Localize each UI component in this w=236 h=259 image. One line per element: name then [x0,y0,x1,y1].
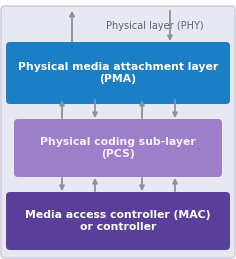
Text: Physical layer (PHY): Physical layer (PHY) [106,21,204,31]
FancyBboxPatch shape [6,192,230,250]
Text: Physical media attachment layer
(PMA): Physical media attachment layer (PMA) [18,62,218,84]
Text: Physical coding sub-layer
(PCS): Physical coding sub-layer (PCS) [40,137,196,159]
FancyBboxPatch shape [6,42,230,104]
FancyBboxPatch shape [1,6,235,258]
Text: Media access controller (MAC)
or controller: Media access controller (MAC) or control… [25,210,211,232]
FancyBboxPatch shape [14,119,222,177]
